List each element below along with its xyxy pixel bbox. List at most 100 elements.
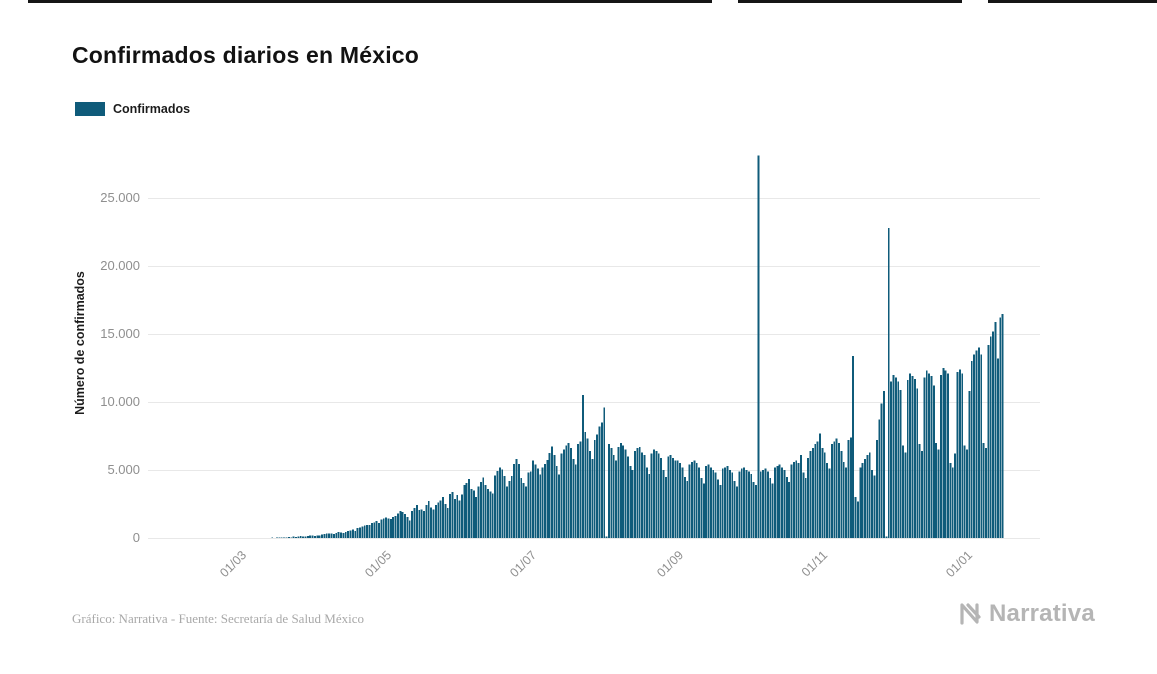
x-tick-label: 01/07 bbox=[506, 548, 539, 581]
bar bbox=[887, 227, 890, 538]
bars-svg bbox=[247, 155, 1004, 538]
bar bbox=[814, 444, 817, 538]
y-tick-label: 25.000 bbox=[100, 190, 140, 205]
bar bbox=[415, 505, 418, 538]
bar bbox=[750, 474, 753, 538]
bar bbox=[527, 472, 530, 538]
bar bbox=[629, 465, 632, 538]
bar bbox=[529, 471, 532, 538]
bar bbox=[747, 471, 750, 538]
x-tick-label: 01/09 bbox=[653, 548, 686, 581]
bar bbox=[503, 475, 506, 538]
bar bbox=[361, 526, 364, 538]
bar bbox=[565, 445, 568, 538]
bar bbox=[681, 467, 684, 538]
bar bbox=[802, 472, 805, 538]
bar bbox=[475, 497, 478, 538]
x-tick-label: 01/05 bbox=[362, 548, 395, 581]
bar bbox=[731, 472, 734, 538]
bar bbox=[961, 373, 964, 538]
bar bbox=[932, 385, 935, 538]
gridline bbox=[148, 198, 1040, 199]
bar bbox=[306, 536, 309, 538]
bar bbox=[707, 464, 710, 538]
bar bbox=[430, 507, 433, 538]
bar bbox=[543, 464, 546, 538]
bar bbox=[792, 461, 795, 538]
bar bbox=[548, 452, 551, 538]
bar bbox=[389, 519, 392, 538]
bar bbox=[517, 464, 520, 538]
bar bbox=[987, 344, 990, 538]
bar bbox=[766, 471, 769, 538]
bar bbox=[773, 467, 776, 538]
bar bbox=[332, 533, 335, 538]
bar bbox=[451, 492, 454, 538]
bar bbox=[591, 459, 594, 538]
gridline bbox=[148, 266, 1040, 267]
bar bbox=[560, 453, 563, 538]
bar bbox=[477, 486, 480, 538]
bar bbox=[444, 504, 447, 538]
bar bbox=[465, 482, 468, 538]
bar bbox=[840, 450, 843, 538]
bar bbox=[532, 460, 535, 538]
bar bbox=[425, 505, 428, 538]
bar bbox=[610, 448, 613, 538]
bar bbox=[311, 535, 314, 538]
bar bbox=[963, 445, 966, 538]
bar bbox=[738, 471, 741, 538]
bar bbox=[508, 480, 511, 538]
bar bbox=[337, 531, 340, 538]
bar bbox=[472, 490, 475, 538]
bar bbox=[461, 494, 463, 538]
bar bbox=[743, 467, 746, 538]
bar bbox=[928, 373, 931, 538]
bar bbox=[420, 509, 423, 538]
bar bbox=[551, 446, 553, 538]
gridline bbox=[148, 538, 1040, 539]
bar bbox=[622, 445, 625, 538]
bar bbox=[804, 478, 807, 538]
bar bbox=[489, 491, 492, 538]
bar bbox=[491, 493, 494, 538]
bar bbox=[890, 381, 893, 538]
bar bbox=[679, 463, 682, 538]
bar bbox=[399, 511, 402, 538]
bar bbox=[880, 403, 883, 538]
bar bbox=[482, 477, 485, 538]
bar bbox=[553, 455, 556, 538]
bar bbox=[966, 449, 968, 538]
bar bbox=[605, 536, 608, 538]
bar bbox=[619, 442, 622, 538]
bar bbox=[442, 497, 444, 538]
bar bbox=[724, 467, 727, 538]
bar bbox=[657, 453, 660, 538]
bar bbox=[947, 373, 949, 538]
bar bbox=[923, 377, 926, 538]
bar bbox=[949, 463, 952, 538]
bar bbox=[418, 509, 421, 538]
bar bbox=[868, 452, 871, 538]
bar bbox=[958, 369, 961, 538]
bar bbox=[916, 388, 919, 538]
bar bbox=[356, 528, 359, 538]
bar bbox=[811, 448, 814, 538]
y-tick-label: 10.000 bbox=[100, 394, 140, 409]
bar bbox=[375, 521, 378, 538]
bar bbox=[411, 510, 414, 538]
bar bbox=[854, 497, 857, 538]
bar bbox=[714, 472, 717, 538]
bar bbox=[698, 467, 701, 538]
bar bbox=[401, 512, 404, 538]
bar bbox=[989, 336, 992, 538]
bar bbox=[921, 450, 923, 538]
bar bbox=[498, 467, 501, 538]
bar bbox=[432, 509, 435, 538]
bar bbox=[643, 455, 646, 538]
x-tick-label: 01/03 bbox=[217, 548, 250, 581]
bar bbox=[906, 380, 909, 538]
bar bbox=[394, 516, 397, 538]
bar bbox=[295, 536, 297, 538]
bar bbox=[821, 448, 824, 538]
